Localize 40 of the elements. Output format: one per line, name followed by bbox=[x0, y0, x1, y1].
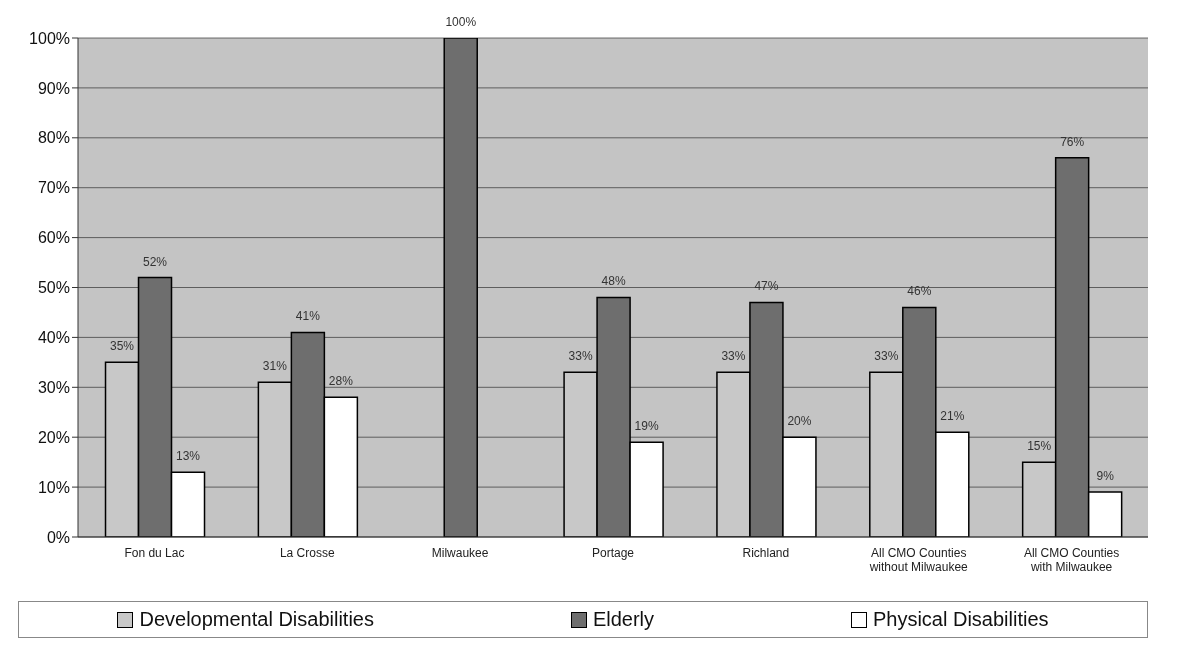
y-tick-label: 20% bbox=[37, 428, 70, 446]
x-tick-label: Milwaukee bbox=[431, 546, 489, 560]
y-tick-label: 100% bbox=[29, 29, 70, 47]
data-label: 41% bbox=[295, 309, 321, 324]
data-label: 28% bbox=[328, 374, 354, 389]
data-label: 20% bbox=[787, 414, 812, 429]
data-label: 100% bbox=[445, 15, 477, 29]
y-tick-label: 60% bbox=[37, 229, 70, 247]
x-tick-label: All CMO Counties without Milwaukee bbox=[868, 546, 969, 574]
data-label: 33% bbox=[874, 349, 899, 364]
data-label: 19% bbox=[634, 419, 659, 434]
data-label: 35% bbox=[110, 339, 135, 354]
x-tick-label: All CMO Counties with Milwaukee bbox=[1023, 546, 1120, 574]
data-label: 21% bbox=[940, 409, 965, 424]
data-label: 13% bbox=[176, 449, 201, 464]
legend-label: Developmental Disabilities bbox=[139, 608, 374, 631]
y-tick-label: 40% bbox=[37, 329, 70, 347]
y-tick-label: 30% bbox=[37, 378, 70, 396]
data-label: 33% bbox=[721, 349, 746, 364]
legend-label: Elderly bbox=[592, 608, 655, 631]
x-tick-label: Richland bbox=[742, 546, 790, 560]
y-tick-label: 10% bbox=[37, 478, 70, 496]
data-label: 76% bbox=[1060, 134, 1085, 149]
y-tick-label: 70% bbox=[37, 179, 70, 197]
x-tick-label: La Crosse bbox=[279, 546, 335, 560]
y-tick-label: 80% bbox=[37, 129, 70, 147]
y-tick-label: 0% bbox=[46, 528, 70, 546]
data-label: 48% bbox=[601, 274, 626, 289]
data-label: 46% bbox=[907, 284, 932, 299]
data-label: 52% bbox=[143, 254, 168, 269]
data-label: 31% bbox=[262, 359, 288, 374]
y-tick-label: 50% bbox=[37, 279, 70, 297]
legend-label: Physical Disabilities bbox=[872, 608, 1049, 631]
y-tick-label: 90% bbox=[37, 79, 70, 97]
data-label: 9% bbox=[1096, 469, 1115, 484]
x-tick-label: Portage bbox=[591, 546, 635, 560]
data-label: 15% bbox=[1027, 439, 1052, 454]
bar bbox=[443, 38, 478, 537]
x-tick-label: Fon du Lac bbox=[124, 546, 185, 560]
data-label: 33% bbox=[568, 349, 593, 364]
